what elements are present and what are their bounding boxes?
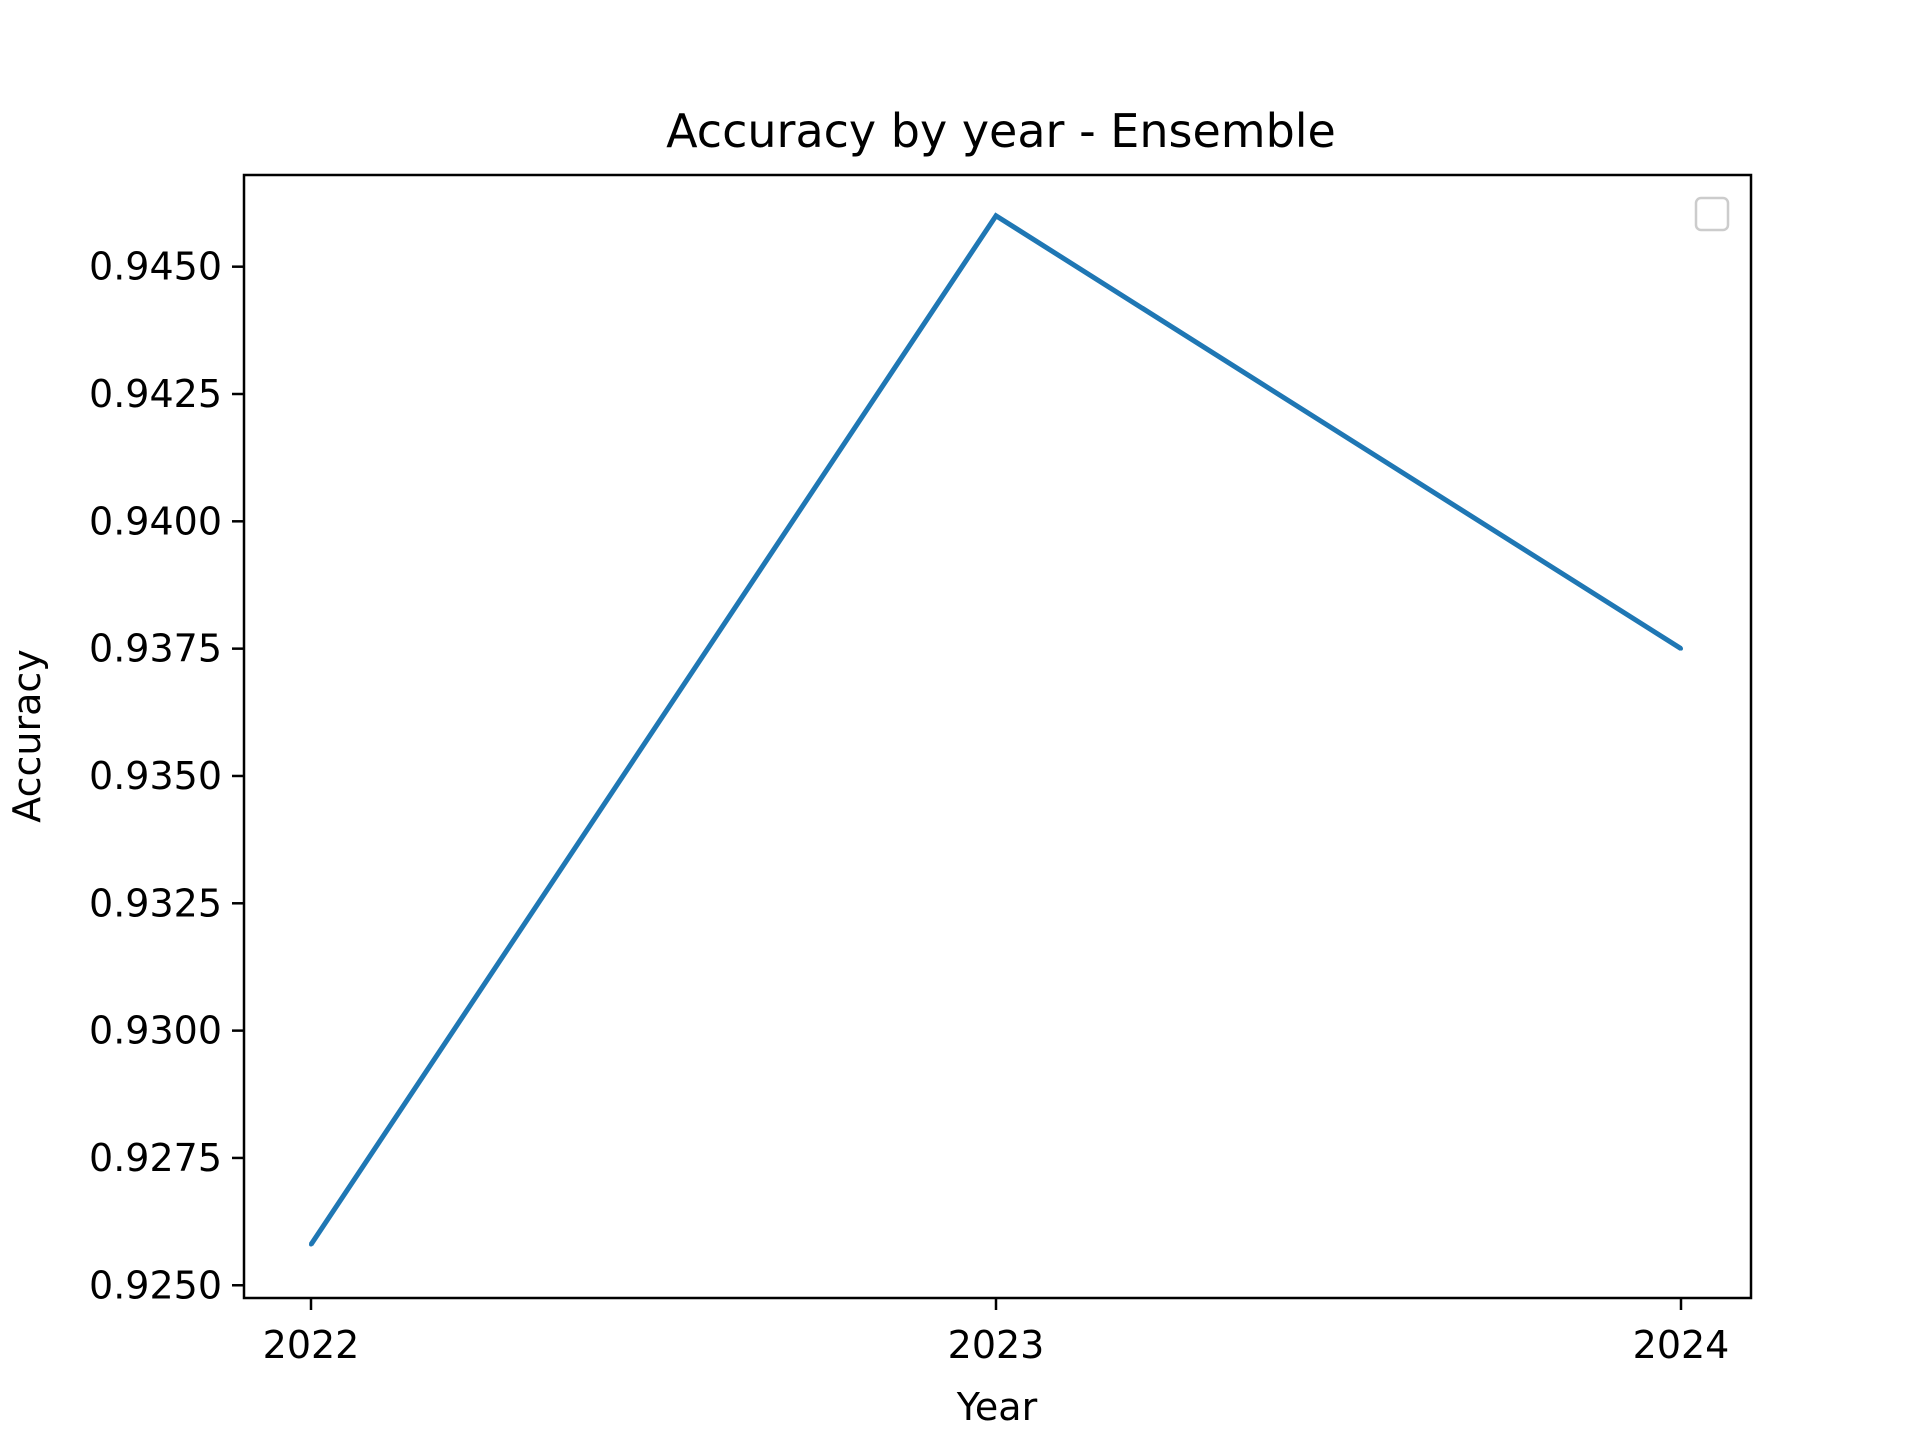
data-point	[309, 1242, 313, 1247]
y-tick-label: 0.9325	[89, 881, 222, 925]
y-tick-label: 0.9275	[89, 1136, 222, 1180]
y-tick-label: 0.9450	[89, 245, 222, 289]
plot-frame	[242, 173, 1753, 1300]
x-axis-label: Year	[956, 1385, 1038, 1429]
data-point	[994, 213, 998, 218]
x-axis-ticks: 2022 2023 2024	[263, 1298, 1730, 1367]
y-tick-label: 0.9250	[89, 1263, 222, 1307]
y-tick-label: 0.9300	[89, 1009, 222, 1053]
y-tick-label: 0.9425	[89, 372, 222, 416]
y-axis-ticks: 0.9250 0.9275 0.9300 0.9325 0.9350 0.9375 0.94…	[89, 245, 244, 1307]
x-tick-label: 2022	[263, 1323, 360, 1367]
series-layer	[308, 212, 1683, 1247]
x-tick-label: 2024	[1633, 1323, 1730, 1367]
chart-title: Accuracy by year - Ensemble	[666, 104, 1336, 158]
legend-box	[1694, 196, 1730, 232]
y-axis-label: Accuracy	[5, 649, 49, 823]
x-tick-label: 2023	[948, 1323, 1045, 1367]
y-tick-label: 0.9400	[89, 499, 222, 543]
data-point	[1679, 646, 1683, 651]
y-tick-label: 0.9375	[89, 627, 222, 671]
y-tick-label: 0.9350	[89, 754, 222, 798]
